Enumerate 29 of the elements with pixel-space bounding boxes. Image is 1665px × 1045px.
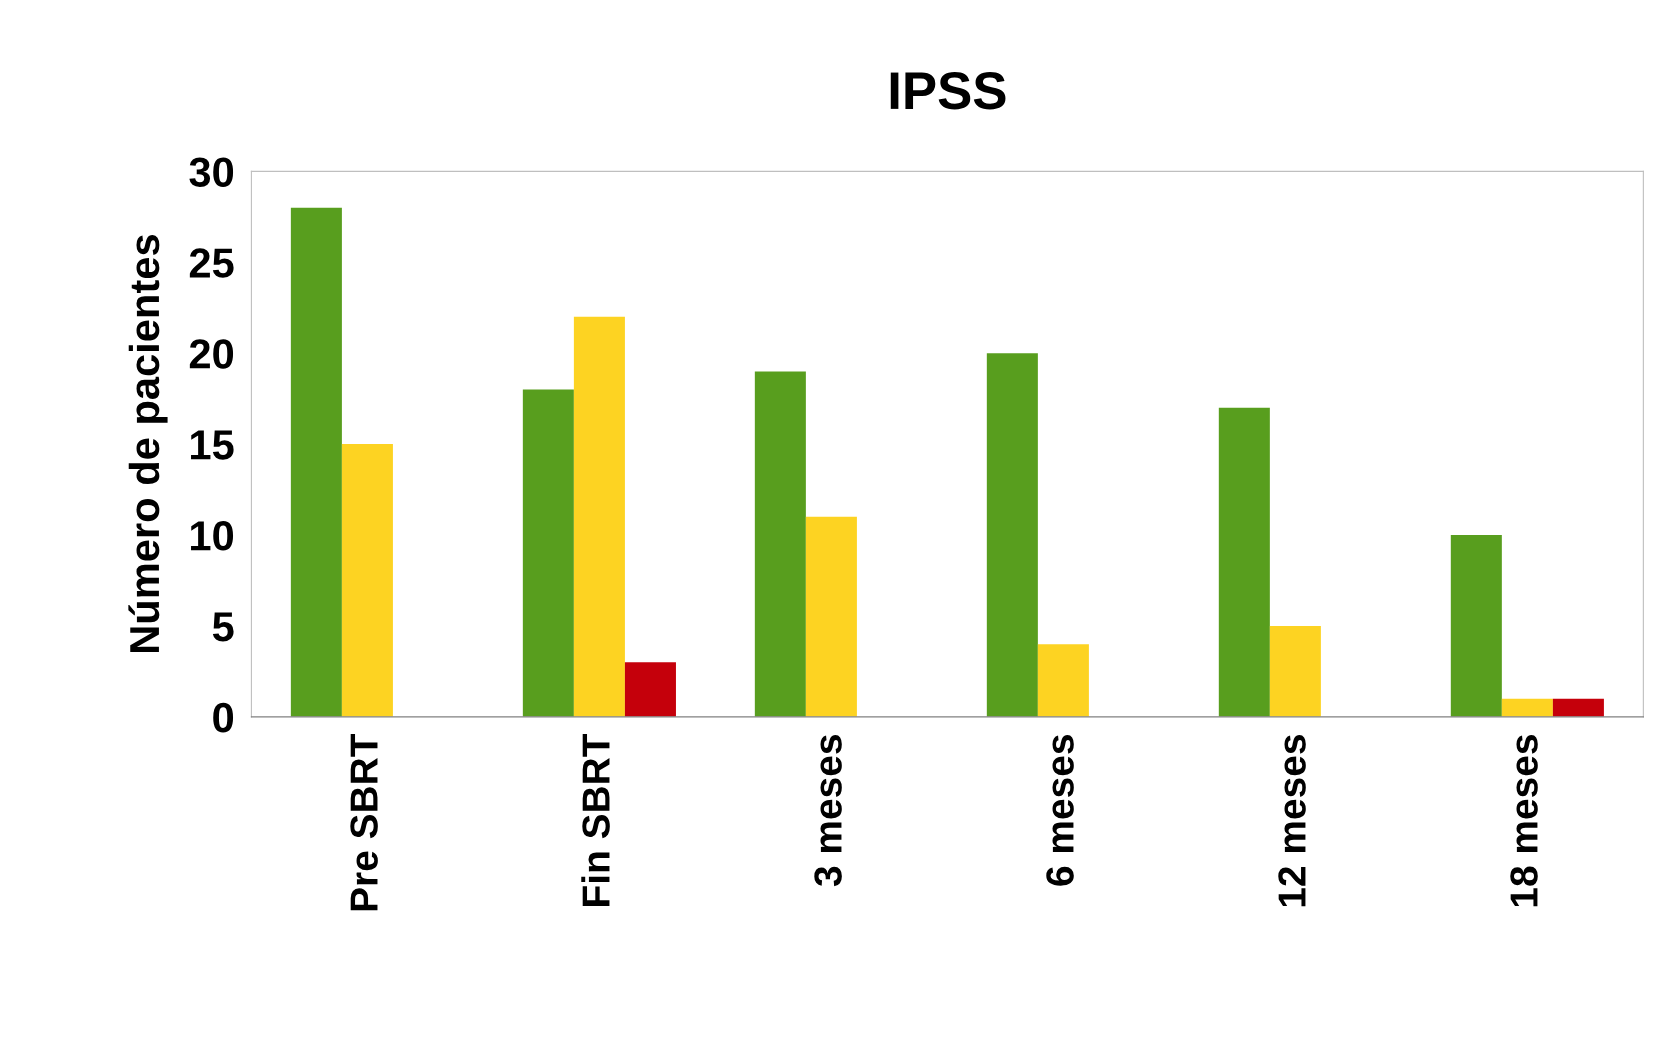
bar — [1450, 535, 1502, 717]
bar — [805, 516, 857, 717]
bar — [1037, 644, 1089, 717]
x-tick-label: 12 meses — [1278, 735, 1306, 907]
y-tick-label: 0 — [213, 702, 234, 733]
bar — [1218, 407, 1270, 717]
bar — [1552, 698, 1604, 717]
y-tick-label: 20 — [189, 339, 234, 369]
x-tick-label: 3 meses — [814, 735, 842, 887]
bar — [1269, 625, 1321, 717]
x-tick-label: 18 meses — [1510, 735, 1538, 907]
chart-title: IPSS — [890, 72, 1006, 110]
y-tick-label: 15 — [191, 430, 234, 460]
x-tick-label: Pre SBRT — [350, 733, 378, 911]
bar — [754, 371, 806, 717]
bar — [573, 316, 625, 717]
x-tick-label: Fin SBRT — [581, 733, 610, 906]
y-axis-title: Número de pacientes — [128, 235, 168, 653]
bar — [341, 444, 393, 717]
bar — [1501, 698, 1553, 717]
y-tick-label: 30 — [189, 157, 234, 187]
bar — [624, 662, 676, 717]
y-tick-label: 5 — [212, 612, 234, 642]
y-tick-label: 25 — [189, 248, 234, 278]
bar — [986, 353, 1038, 717]
y-tick-label: 10 — [191, 521, 234, 551]
x-tick-label: 6 meses — [1046, 735, 1074, 886]
bar — [522, 389, 574, 717]
bar — [290, 207, 342, 717]
